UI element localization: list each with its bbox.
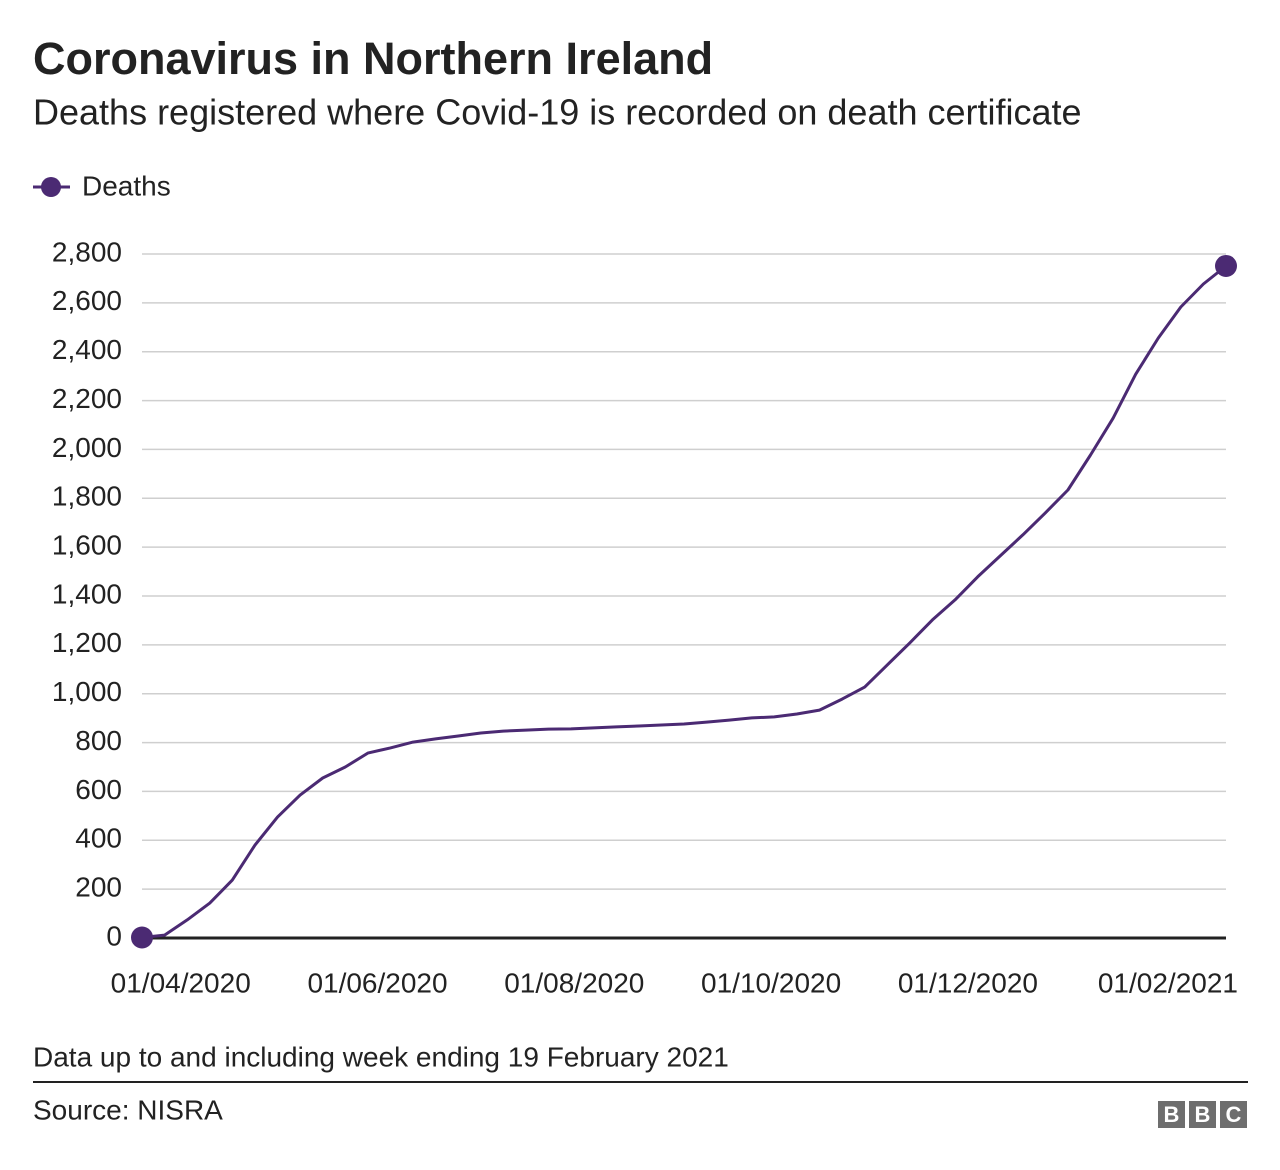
x-tick-label: 01/10/2020 [701, 967, 841, 998]
y-tick-label: 1,400 [52, 578, 122, 609]
legend-marker [41, 177, 61, 197]
y-tick-label: 2,800 [52, 236, 122, 267]
logo-letter: C [1226, 1102, 1242, 1127]
y-tick-label: 0 [106, 920, 122, 951]
legend-label: Deaths [82, 170, 171, 201]
y-tick-label: 800 [75, 725, 122, 756]
y-tick-label: 1,800 [52, 481, 122, 512]
end-marker [131, 926, 153, 949]
y-tick-label: 2,200 [52, 383, 122, 414]
x-tick-label: 01/02/2021 [1098, 967, 1238, 998]
note: Data up to and including week ending 19 … [33, 1041, 729, 1072]
x-tick-label: 01/04/2020 [111, 967, 251, 998]
logo-letter: B [1164, 1102, 1180, 1127]
logo: B B C [1158, 1101, 1247, 1128]
logo-box [1189, 1101, 1216, 1128]
y-tick-label: 2,000 [52, 432, 122, 463]
y-tick-label: 2,600 [52, 285, 122, 316]
y-tick-label: 400 [75, 823, 122, 854]
y-tick-label: 1,600 [52, 530, 122, 561]
x-tick-label: 01/08/2020 [504, 967, 644, 998]
x-tick-label: 01/06/2020 [307, 967, 447, 998]
logo-letter: B [1195, 1102, 1211, 1127]
chart-subtitle: Deaths registered where Covid-19 is reco… [33, 92, 1082, 133]
y-tick-label: 200 [75, 872, 122, 903]
x-tick-label: 01/12/2020 [898, 967, 1038, 998]
y-tick-label: 1,000 [52, 676, 122, 707]
end-marker [1215, 254, 1237, 277]
chart-title: Coronavirus in Northern Ireland [33, 33, 713, 84]
y-tick-label: 2,400 [52, 334, 122, 365]
y-tick-label: 600 [75, 774, 122, 805]
y-tick-label: 1,200 [52, 627, 122, 658]
logo-box [1220, 1101, 1247, 1128]
source: Source: NISRA [33, 1094, 223, 1125]
logo-box [1158, 1101, 1185, 1128]
data-line [141, 264, 1227, 939]
